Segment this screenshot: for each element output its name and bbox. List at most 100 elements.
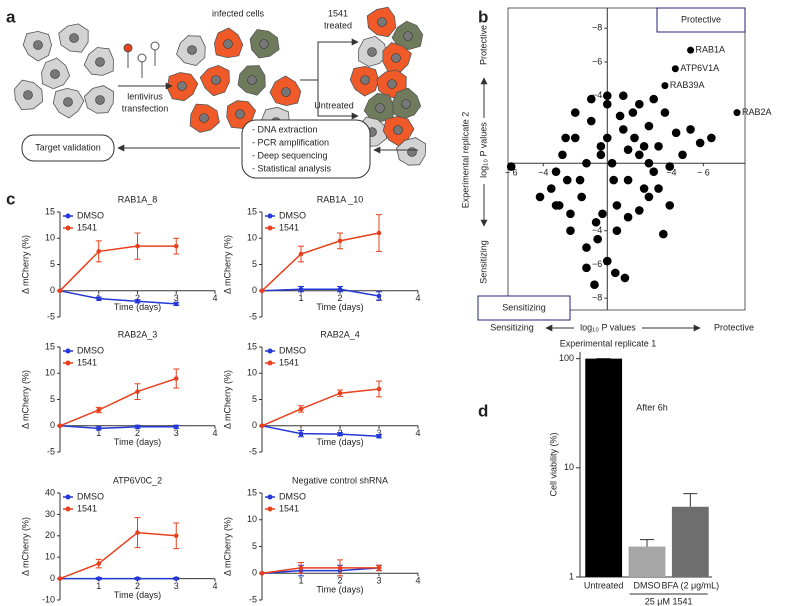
y-tick-label: -5 xyxy=(249,594,257,604)
y-tick-label: −4 xyxy=(592,225,602,235)
chart-title: RAB2A_3 xyxy=(118,329,158,339)
point xyxy=(582,243,591,252)
point xyxy=(635,99,644,109)
point xyxy=(562,175,572,185)
legend-label: DMSO xyxy=(77,210,104,220)
point xyxy=(615,111,625,121)
x-tick-label: 1 xyxy=(96,428,101,438)
legend-label: DMSO xyxy=(77,491,104,501)
point xyxy=(298,251,304,257)
nucleus xyxy=(199,113,209,123)
nucleus xyxy=(377,17,387,27)
point xyxy=(570,133,580,143)
chart-title: RAB2A_4 xyxy=(320,329,360,339)
point xyxy=(660,108,670,117)
chart-title: RAB1A_8 xyxy=(118,194,158,204)
point xyxy=(591,217,601,227)
y-tick-label: 5 xyxy=(50,394,55,404)
point xyxy=(376,293,382,299)
legend-label: DMSO xyxy=(279,210,306,220)
y-tick-label: 10 xyxy=(45,368,55,378)
x-axis-title: Time (days) xyxy=(316,437,363,447)
point xyxy=(535,192,545,202)
group-label: 25 μM 1541 xyxy=(645,596,693,606)
point xyxy=(298,431,304,436)
point xyxy=(582,158,591,168)
point xyxy=(596,150,606,160)
y-axis-title: Δ mCherry (%) xyxy=(222,370,232,429)
panel-label: b xyxy=(478,7,488,26)
point xyxy=(506,162,516,171)
error-bar xyxy=(683,493,698,507)
nucleus xyxy=(393,125,403,135)
point xyxy=(96,249,102,254)
series-line xyxy=(59,290,177,305)
point xyxy=(610,268,620,278)
legend-marker xyxy=(267,360,273,366)
point xyxy=(135,243,140,249)
x-tick-label: 1 xyxy=(298,293,303,303)
point xyxy=(623,212,633,222)
point xyxy=(558,150,567,160)
nucleus xyxy=(403,31,413,41)
point xyxy=(173,576,179,581)
y-tick-label: -5 xyxy=(47,446,55,456)
y-axis-title: Cell viability (%) xyxy=(548,432,558,496)
legend-marker xyxy=(65,213,71,219)
y-tick-label: 30 xyxy=(45,509,55,519)
nucleus xyxy=(401,99,411,109)
panel-label: d xyxy=(478,401,488,420)
y-axis-title: Δ mCherry (%) xyxy=(222,517,232,576)
point xyxy=(96,407,102,413)
legend-marker xyxy=(267,348,273,354)
legend-label: 1541 xyxy=(279,503,299,513)
y-tick-label: 10 xyxy=(247,514,257,524)
legend-label: DMSO xyxy=(279,345,306,355)
nucleus xyxy=(367,47,377,57)
point xyxy=(561,133,570,143)
x-tick-label: − 6 xyxy=(697,168,710,178)
series-line xyxy=(59,377,177,427)
point xyxy=(602,256,612,266)
point xyxy=(575,175,585,185)
labeled-point xyxy=(661,82,669,90)
legend-marker xyxy=(267,213,273,219)
x-tick-label: 3 xyxy=(174,581,179,591)
point xyxy=(259,288,265,294)
labeled-point xyxy=(687,46,695,54)
y-tick-label: −6 xyxy=(592,259,602,269)
chart-title: After 6h xyxy=(636,402,668,412)
workflow-diagram: lentivirus transfection infected cells 1… xyxy=(14,6,427,179)
y-tick-label: 100 xyxy=(559,353,574,363)
point xyxy=(644,121,654,131)
x-tick-label: −4 xyxy=(666,168,676,178)
point xyxy=(628,108,638,117)
point xyxy=(173,533,179,539)
x-axis-title: Time (days) xyxy=(114,590,161,600)
badge-text: Protective xyxy=(681,14,721,24)
x-tick-label: DMSO xyxy=(634,580,661,590)
x-axis-title: Time (days) xyxy=(316,585,363,595)
nucleus xyxy=(23,90,33,100)
x-tick-label: 3 xyxy=(376,576,381,586)
point xyxy=(602,99,612,109)
badge-text: Sensitizing xyxy=(502,302,546,312)
point xyxy=(707,133,716,143)
x-tick-label: 4 xyxy=(212,428,217,438)
y-tick-label: 10 xyxy=(45,233,55,243)
panel-label: c xyxy=(6,189,15,208)
labeled-point xyxy=(733,109,741,117)
legend-marker xyxy=(65,360,71,366)
point xyxy=(623,175,633,185)
point xyxy=(671,128,681,138)
point xyxy=(173,424,179,430)
axis-title: Protective xyxy=(714,322,754,332)
point xyxy=(644,158,654,168)
point xyxy=(337,431,343,437)
badge xyxy=(477,295,571,321)
nucleus xyxy=(50,69,60,79)
y-tick-label: 5 xyxy=(252,541,257,551)
axis-title: Sensitizing xyxy=(478,240,488,284)
point xyxy=(602,91,612,101)
series-line xyxy=(261,567,380,575)
